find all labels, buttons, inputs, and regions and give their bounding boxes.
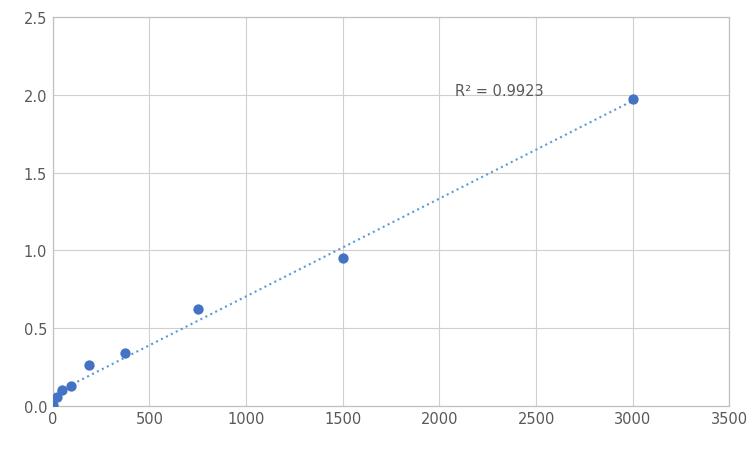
Point xyxy=(51,393,63,400)
Point xyxy=(56,387,68,394)
Point xyxy=(65,382,77,389)
Point xyxy=(626,97,638,104)
Point xyxy=(192,306,204,313)
Point xyxy=(119,350,131,357)
Point xyxy=(337,255,349,262)
Point xyxy=(83,362,95,369)
Point xyxy=(47,402,59,409)
Text: R² = 0.9923: R² = 0.9923 xyxy=(455,83,544,98)
